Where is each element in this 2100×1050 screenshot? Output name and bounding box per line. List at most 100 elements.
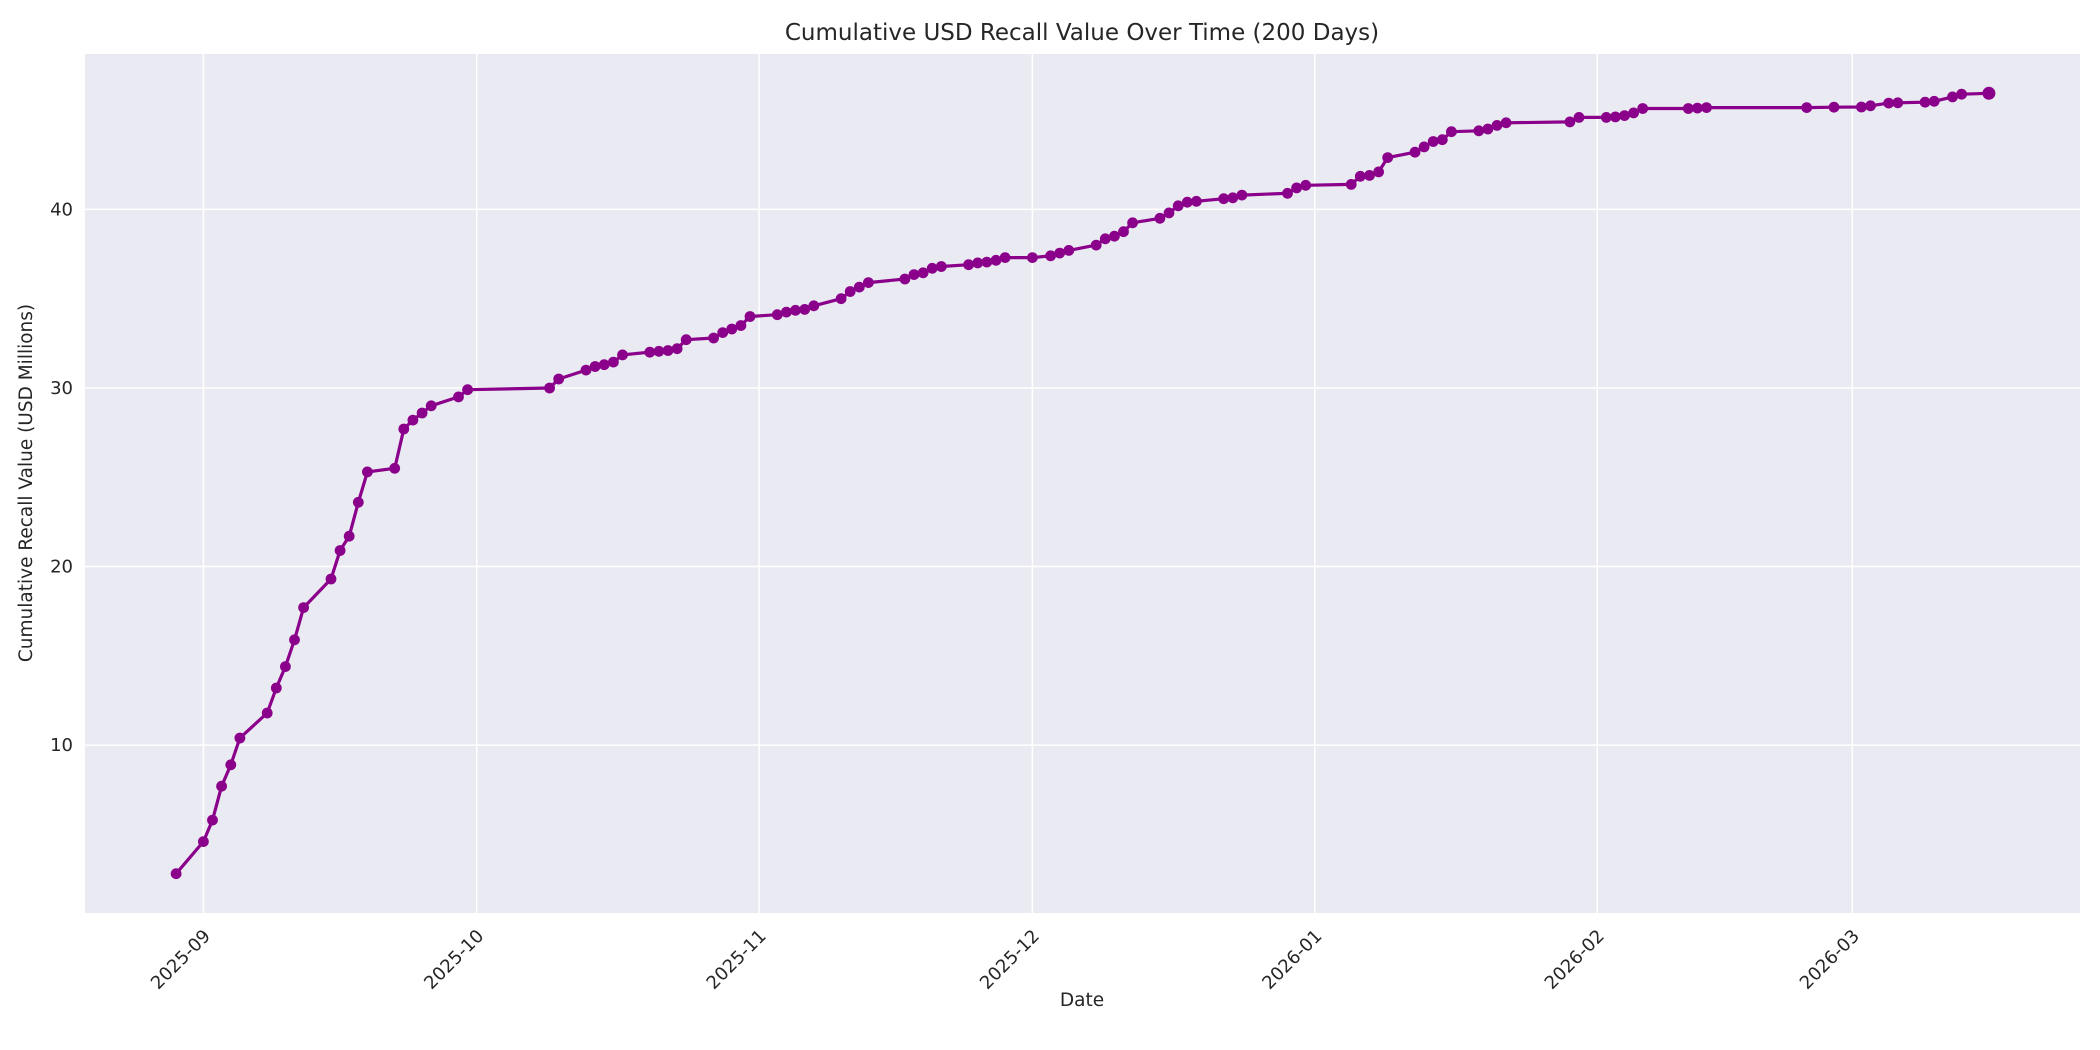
data-point-marker xyxy=(644,346,656,358)
data-point-marker xyxy=(1300,179,1312,191)
y-axis-label: Cumulative Recall Value (USD Millions) xyxy=(16,304,37,662)
data-point-marker xyxy=(1482,123,1494,135)
data-point-marker xyxy=(1099,233,1111,245)
data-point-marker xyxy=(1436,134,1448,146)
data-point-marker xyxy=(1982,86,1996,100)
data-point-marker xyxy=(1163,207,1175,219)
data-point-marker xyxy=(1500,117,1512,129)
x-tick-label: 2026-02 xyxy=(1541,926,1609,994)
data-point-marker xyxy=(1947,91,1958,103)
data-point-marker xyxy=(717,327,729,338)
data-point-marker xyxy=(261,707,273,719)
data-point-marker xyxy=(662,345,674,356)
data-point-marker xyxy=(1191,195,1202,207)
data-point-marker xyxy=(1473,125,1485,137)
data-point-marker xyxy=(1956,88,1967,100)
data-point-marker xyxy=(1628,107,1639,119)
data-point-marker xyxy=(1227,192,1239,204)
data-point-marker xyxy=(744,311,756,322)
data-point-marker xyxy=(1856,101,1867,113)
data-point-marker xyxy=(726,323,738,335)
data-point-marker xyxy=(671,343,683,355)
y-tick-label: 20 xyxy=(50,557,73,578)
y-tick-label: 40 xyxy=(50,199,73,220)
data-point-marker xyxy=(1063,245,1075,256)
data-point-marker xyxy=(234,732,246,744)
data-point-marker xyxy=(1373,166,1384,178)
data-point-marker xyxy=(1109,230,1120,242)
data-point-marker xyxy=(289,634,300,646)
data-point-marker xyxy=(708,332,719,344)
series-group xyxy=(170,86,1996,880)
x-tick-label: 2025-12 xyxy=(976,926,1044,994)
data-point-marker xyxy=(1409,146,1421,158)
data-point-marker xyxy=(1418,141,1430,153)
data-point-marker xyxy=(425,400,437,412)
data-point-marker xyxy=(270,682,282,694)
data-point-marker xyxy=(207,814,218,826)
y-tick-labels: 10 20 30 40 xyxy=(50,199,73,756)
data-point-marker xyxy=(325,573,337,585)
data-point-marker xyxy=(1801,102,1813,113)
data-point-marker xyxy=(981,256,993,268)
data-point-marker xyxy=(225,759,237,771)
data-point-marker xyxy=(343,530,355,542)
data-point-marker xyxy=(617,349,628,361)
data-point-marker xyxy=(1637,103,1649,114)
y-tick-label: 30 xyxy=(50,378,73,399)
data-point-marker xyxy=(844,286,856,297)
data-point-marker xyxy=(334,545,346,556)
data-point-marker xyxy=(735,320,747,331)
data-point-marker xyxy=(1491,120,1503,131)
data-point-marker xyxy=(352,496,364,508)
data-point-marker xyxy=(416,407,428,419)
data-point-marker xyxy=(407,414,419,426)
x-tick-label: 2026-03 xyxy=(1796,926,1864,994)
data-point-marker xyxy=(362,466,373,478)
data-point-marker xyxy=(963,259,974,271)
data-point-marker xyxy=(1600,112,1612,123)
data-point-marker xyxy=(1345,179,1357,190)
data-point-marker xyxy=(608,356,619,368)
data-point-marker xyxy=(1054,247,1066,259)
data-point-marker xyxy=(544,382,555,394)
data-point-marker xyxy=(790,304,801,316)
data-point-marker xyxy=(926,262,938,274)
data-point-marker xyxy=(280,661,291,672)
x-tick-label: 2026-01 xyxy=(1258,926,1326,994)
data-point-marker xyxy=(1928,95,1940,107)
data-point-marker xyxy=(598,359,610,371)
data-point-marker xyxy=(1090,239,1102,251)
data-point-marker xyxy=(781,306,792,318)
data-point-marker xyxy=(1027,252,1038,263)
data-point-marker xyxy=(853,281,865,293)
data-point-marker xyxy=(917,267,929,279)
data-point-marker xyxy=(808,300,820,312)
data-point-marker xyxy=(908,269,920,280)
data-point-marker xyxy=(170,868,182,880)
data-point-marker xyxy=(216,780,228,792)
data-point-marker xyxy=(298,602,309,613)
data-point-marker xyxy=(1564,116,1576,128)
data-point-marker xyxy=(1382,152,1394,164)
x-tick-label: 2025-10 xyxy=(420,926,488,994)
data-point-marker xyxy=(1427,136,1439,147)
data-point-marker xyxy=(1828,101,1840,113)
data-point-marker xyxy=(972,257,984,269)
data-point-marker xyxy=(462,384,473,396)
data-point-marker xyxy=(1446,126,1457,138)
data-point-marker xyxy=(1282,187,1293,199)
data-point-marker xyxy=(1919,96,1931,108)
data-point-marker xyxy=(1291,182,1302,194)
data-point-marker xyxy=(999,252,1011,263)
data-point-marker xyxy=(1682,103,1694,114)
data-point-marker xyxy=(1127,217,1138,229)
data-point-marker xyxy=(1218,193,1230,205)
data-point-marker xyxy=(799,304,811,315)
data-point-marker xyxy=(1573,112,1585,123)
data-point-marker xyxy=(1172,200,1184,212)
x-tick-labels: 2025-09 2025-10 2025-11 2025-12 2026-01 2026-… xyxy=(147,926,1864,994)
data-point-marker xyxy=(1236,189,1248,201)
data-point-marker xyxy=(1045,250,1056,262)
